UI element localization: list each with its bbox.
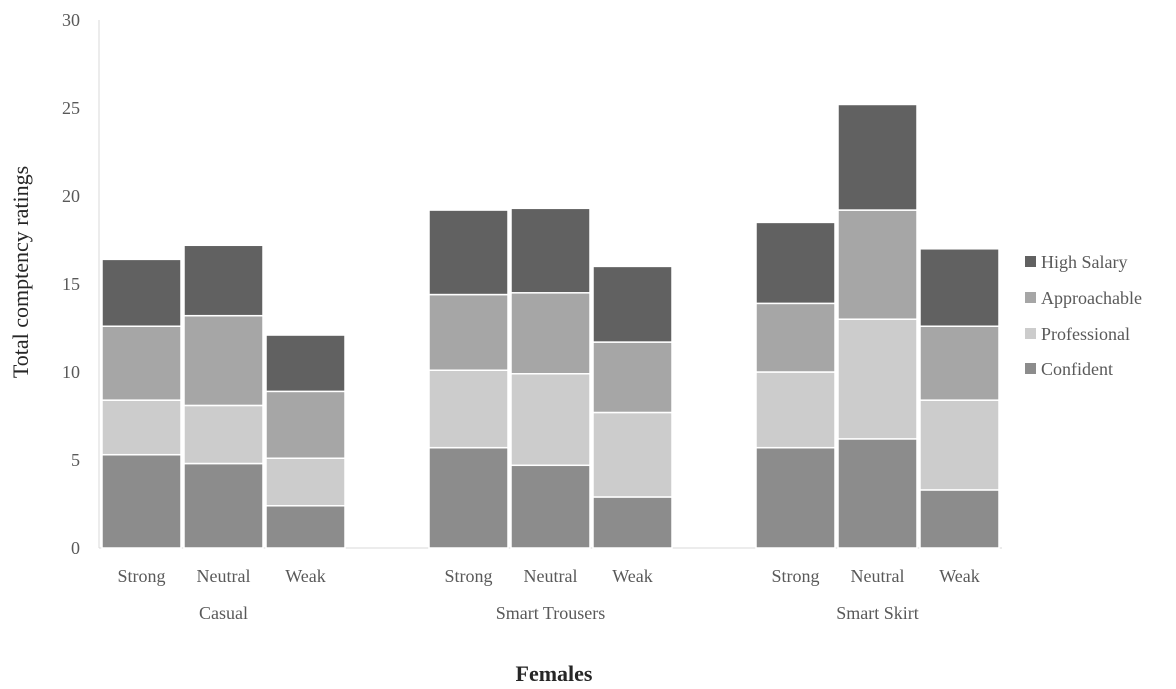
legend-swatch: [1025, 328, 1036, 339]
legend-label: High Salary: [1041, 252, 1127, 272]
legend-swatch: [1025, 292, 1036, 303]
y-tick-label: 20: [62, 186, 80, 206]
legend-label: Professional: [1041, 324, 1130, 344]
bar-segment-approachable: [919, 325, 1000, 401]
bar-segment-confident: [592, 496, 673, 549]
y-tick-label: 25: [62, 98, 80, 118]
bar-segment-high-salary: [510, 207, 591, 294]
bars: [101, 103, 1000, 549]
bar-segment-approachable: [183, 314, 264, 407]
bar-segment-confident: [428, 446, 509, 549]
bar-segment-high-salary: [755, 221, 836, 305]
x-tick-label: Neutral: [197, 566, 251, 586]
y-tick-label: 15: [62, 274, 80, 294]
x-axis-title: Females: [516, 661, 593, 686]
bar-segment-high-salary: [101, 258, 182, 327]
bar-segment-professional: [101, 399, 182, 456]
bar-segment-high-salary: [837, 103, 918, 211]
bar-segment-high-salary: [592, 265, 673, 343]
bar-segment-high-salary: [183, 244, 264, 317]
bar-segment-approachable: [510, 292, 591, 375]
bar-segment-approachable: [592, 341, 673, 414]
bar-segment-approachable: [755, 302, 836, 373]
x-tick-label: Weak: [285, 566, 326, 586]
bar-segment-approachable: [837, 209, 918, 320]
legend-swatch: [1025, 256, 1036, 267]
group-label: Casual: [199, 603, 248, 623]
bar-segment-confident: [183, 462, 264, 549]
legend-swatch: [1025, 363, 1036, 374]
legend-label: Confident: [1041, 359, 1113, 379]
bar-segment-professional: [510, 373, 591, 467]
bar-segment-confident: [919, 489, 1000, 549]
bar-segment-professional: [755, 371, 836, 449]
y-tick-label: 0: [71, 538, 80, 558]
x-tick-label: Strong: [444, 566, 492, 586]
bar-segment-professional: [919, 399, 1000, 491]
y-tick-label: 10: [62, 362, 80, 382]
bar-segment-confident: [837, 438, 918, 549]
x-tick-label: Strong: [771, 566, 819, 586]
bar-segment-professional: [592, 411, 673, 498]
x-tick-label: Weak: [939, 566, 980, 586]
bar-segment-professional: [837, 318, 918, 440]
bar-segment-professional: [265, 457, 346, 507]
bar-segment-confident: [265, 505, 346, 549]
y-tick-label: 5: [71, 450, 80, 470]
bar-segment-high-salary: [919, 248, 1000, 327]
x-tick-label: Neutral: [524, 566, 578, 586]
y-tick-label: 30: [62, 10, 80, 30]
y-axis-title: Total comptency ratings: [8, 166, 33, 378]
bar-segment-high-salary: [428, 209, 509, 296]
bar-segment-high-salary: [265, 334, 346, 393]
bar-segment-confident: [510, 464, 591, 549]
group-label: Smart Skirt: [836, 603, 919, 623]
group-label: Smart Trousers: [496, 603, 606, 623]
y-axis: 0 5 10 15 20 25 30: [62, 10, 100, 558]
bar-segment-professional: [183, 404, 264, 465]
bar-segment-approachable: [101, 325, 182, 401]
x-tick-label: Strong: [117, 566, 165, 586]
bar-segment-approachable: [265, 390, 346, 459]
x-tick-label: Weak: [612, 566, 653, 586]
x-tick-label: Neutral: [851, 566, 905, 586]
bar-segment-professional: [428, 369, 509, 449]
bar-segment-confident: [755, 446, 836, 549]
group-labels: Casual Smart Trousers Smart Skirt: [199, 603, 919, 623]
legend-label: Approachable: [1041, 288, 1142, 308]
bar-segment-approachable: [428, 293, 509, 371]
category-labels: Strong Neutral Weak Strong Neutral Weak Strong…: [117, 566, 979, 586]
legend: High Salary Approachable Professional Confi…: [1025, 252, 1142, 379]
bar-segment-confident: [101, 453, 182, 549]
